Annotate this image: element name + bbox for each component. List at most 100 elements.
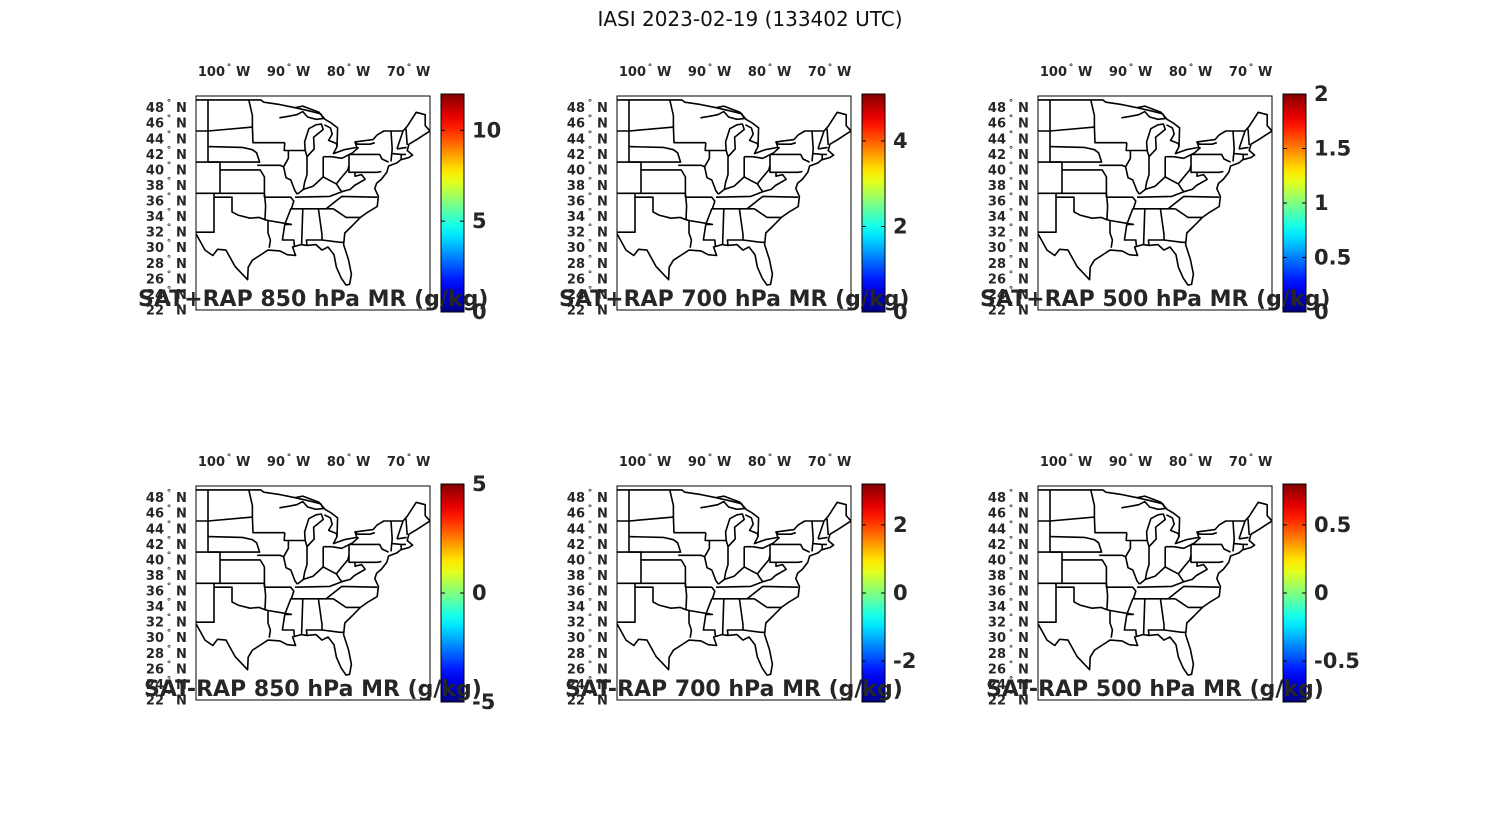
lat-tick-label: 24: [146, 288, 164, 303]
lon-hemisphere-label: W: [1078, 455, 1092, 470]
lat-tick-label: 32: [988, 616, 1006, 631]
state-border: [290, 585, 378, 600]
degree-symbol: °: [1009, 675, 1014, 685]
degree-symbol: °: [167, 99, 172, 109]
degree-symbol: °: [588, 301, 593, 311]
lat-hemisphere-label: N: [597, 117, 608, 132]
state-border: [1234, 542, 1248, 546]
lat-hemisphere-label: N: [1018, 678, 1029, 693]
lat-tick-label: 42: [988, 538, 1006, 553]
degree-symbol: °: [1009, 223, 1014, 233]
lat-hemisphere-label: N: [597, 507, 608, 522]
state-border: [1238, 146, 1249, 150]
lon-tick-label: 100: [619, 455, 646, 470]
map-frame: [1037, 95, 1273, 311]
lat-hemisphere-label: N: [176, 647, 187, 662]
degree-symbol: °: [1009, 566, 1014, 576]
lon-hemisphere-label: W: [837, 455, 851, 470]
state-border: [1090, 489, 1096, 518]
degree-symbol: °: [1009, 489, 1014, 499]
lat-hemisphere-label: N: [597, 569, 608, 584]
degree-symbol: °: [1009, 301, 1014, 311]
lat-tick-label: 26: [988, 662, 1006, 677]
lat-tick-label: 22: [146, 304, 164, 319]
degree-symbol: °: [167, 613, 172, 623]
lat-tick-label: 30: [146, 631, 164, 646]
panel-title: SAT+RAP 700 hPa MR (g/kg): [559, 287, 910, 312]
state-border: [396, 146, 407, 150]
state-border: [1190, 154, 1224, 174]
lat-tick-label: 38: [567, 569, 585, 584]
degree-symbol: °: [828, 453, 833, 463]
degree-symbol: °: [347, 63, 352, 73]
colorbar-tick-label: 10: [472, 118, 501, 142]
lat-hemisphere-label: N: [1018, 272, 1029, 287]
lat-hemisphere-label: N: [1018, 585, 1029, 600]
lat-tick-label: 24: [988, 288, 1006, 303]
state-border: [1038, 551, 1108, 588]
state-border: [341, 172, 366, 193]
lat-tick-label: 42: [146, 148, 164, 163]
state-border: [628, 535, 682, 553]
lat-hemisphere-label: N: [1018, 117, 1029, 132]
state-border: [721, 598, 725, 635]
lat-hemisphere-label: N: [597, 631, 608, 646]
lon-tick-label: 100: [198, 455, 225, 470]
lat-hemisphere-label: N: [176, 553, 187, 568]
state-border: [753, 208, 782, 219]
state-border: [392, 542, 406, 546]
state-border: [1099, 164, 1126, 168]
state-border: [1191, 543, 1231, 553]
lon-tick-label: 100: [1040, 65, 1067, 80]
degree-symbol: °: [1069, 63, 1074, 73]
panel-title: SAT-RAP 500 hPa MR (g/kg): [986, 677, 1324, 702]
colorbar-tick-label: 2: [1314, 82, 1329, 106]
degree-symbol: °: [167, 254, 172, 264]
lat-hemisphere-label: N: [176, 631, 187, 646]
great-lake-shore: [354, 141, 376, 145]
state-border: [1247, 128, 1250, 146]
lat-tick-label: 46: [567, 117, 585, 132]
lat-tick-label: 26: [567, 272, 585, 287]
great-lake-shore: [331, 536, 360, 550]
great-lake-shore: [1145, 123, 1166, 158]
degree-symbol: °: [588, 254, 593, 264]
state-border: [813, 152, 827, 156]
lat-hemisphere-label: N: [176, 163, 187, 178]
lat-hemisphere-label: N: [1018, 522, 1029, 537]
state-border: [1106, 196, 1137, 225]
degree-symbol: °: [768, 63, 773, 73]
lat-tick-label: 36: [567, 195, 585, 210]
state-border: [335, 555, 350, 575]
great-lake-shore: [1196, 141, 1218, 145]
state-border: [635, 196, 693, 248]
lon-hemisphere-label: W: [1138, 65, 1152, 80]
lat-tick-label: 32: [988, 226, 1006, 241]
state-border: [264, 586, 295, 615]
state-border: [390, 520, 393, 552]
degree-symbol: °: [167, 489, 172, 499]
map-frame: [195, 485, 431, 701]
state-border: [1183, 562, 1208, 583]
state-border: [756, 165, 771, 185]
degree-symbol: °: [708, 453, 713, 463]
state-border: [756, 555, 771, 575]
lon-tick-label: 90: [267, 455, 285, 470]
state-border: [1090, 99, 1096, 128]
degree-symbol: °: [1069, 453, 1074, 463]
state-border: [248, 489, 254, 518]
degree-symbol: °: [1009, 535, 1014, 545]
lat-tick-label: 28: [567, 257, 585, 272]
state-border: [817, 130, 825, 150]
state-border: [762, 562, 787, 583]
state-border: [1174, 598, 1203, 609]
lat-hemisphere-label: N: [176, 694, 187, 709]
map-outlines: [196, 489, 430, 676]
lat-hemisphere-label: N: [176, 101, 187, 116]
lat-hemisphere-label: N: [597, 538, 608, 553]
state-border: [1136, 566, 1185, 588]
lat-tick-label: 44: [988, 132, 1006, 147]
state-border: [1049, 145, 1103, 163]
lat-hemisphere-label: N: [1018, 210, 1029, 225]
lat-hemisphere-label: N: [597, 241, 608, 256]
